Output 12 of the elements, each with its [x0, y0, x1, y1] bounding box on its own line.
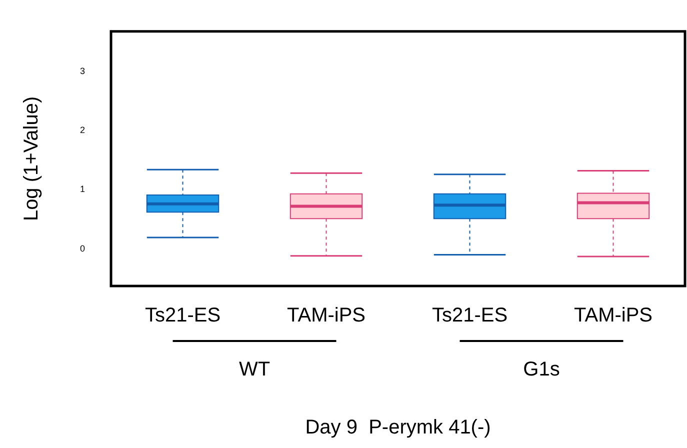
y-tick-label: 3 [80, 66, 86, 76]
text: WT [238, 358, 270, 381]
y-tick-label: 2 [80, 125, 86, 136]
y-tick-label: 0 [80, 243, 86, 254]
x-tick-label: TAM-iPS [286, 304, 366, 327]
x-axis-title: Day 9 P-erymk 41(-) [305, 416, 491, 439]
y-tick-label: 1 [80, 184, 86, 194]
x-tick-label: Ts21-ES [432, 304, 508, 327]
y-axis-title: Log (1+Value) [20, 96, 43, 222]
text: G1s [523, 358, 560, 381]
x-tick-label: TAM-iPS [574, 304, 653, 327]
x-tick-label: Ts21-ES [144, 304, 221, 327]
